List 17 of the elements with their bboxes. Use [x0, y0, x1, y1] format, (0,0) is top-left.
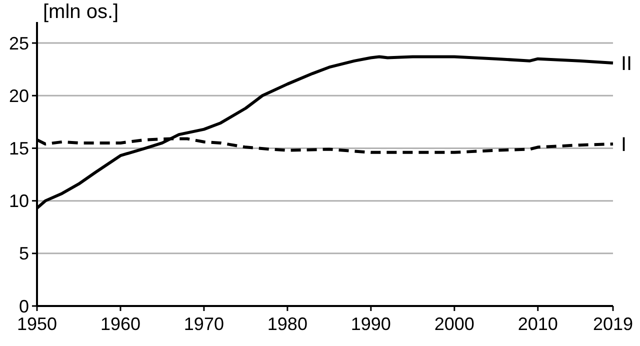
x-tick-label: 1970 [184, 314, 224, 334]
y-tick-label: 20 [8, 86, 29, 106]
y-tick-label: 15 [8, 138, 29, 159]
y-axis-title: [mln os.] [43, 1, 119, 23]
series-label: I [621, 134, 627, 156]
y-tick-label: 25 [8, 33, 29, 54]
x-tick-label: 1980 [267, 314, 308, 334]
y-tick-label: 5 [18, 244, 29, 264]
y-tick-label: 0 [18, 296, 29, 316]
y-tick-label: 10 [8, 191, 29, 212]
x-tick-label: 1990 [350, 314, 391, 334]
x-tick-label: 1950 [16, 314, 58, 334]
x-tick-label: 2000 [434, 314, 474, 334]
series-label: II [621, 53, 632, 76]
x-tick-label: 1960 [100, 314, 140, 334]
x-tick-label: 2010 [518, 314, 558, 334]
x-tick-label: 2019 [592, 314, 634, 334]
